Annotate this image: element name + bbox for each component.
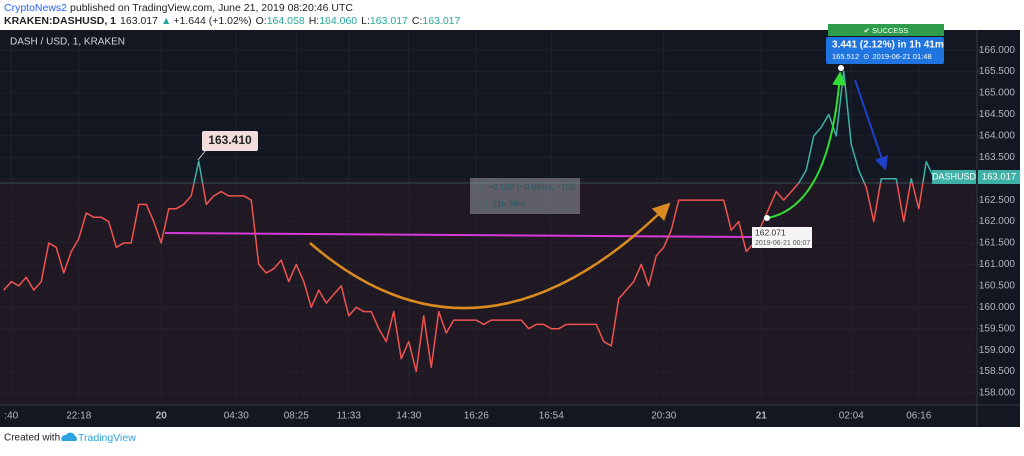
- status-box: [828, 24, 944, 36]
- chart-background: [0, 30, 1020, 427]
- y-tick-label: 162.500: [979, 195, 1016, 206]
- published: published on TradingView.com, June 21, 2…: [70, 2, 353, 14]
- peak-label: 163.410: [208, 133, 252, 147]
- end-time: 2019-06-21 01:48: [872, 52, 931, 61]
- gain: 3.441 (2.12%) in 1h 41m: [832, 40, 944, 51]
- y-tick-label: 158.000: [979, 388, 1016, 399]
- peak-box: [202, 131, 258, 151]
- y-tick-label: 160.500: [979, 280, 1016, 291]
- rise-arrow: [767, 71, 847, 219]
- x-tick-label: 16:54: [539, 411, 564, 422]
- ohlc-label: C:: [412, 15, 423, 27]
- y-tick-label: 166.000: [979, 45, 1016, 56]
- x-tick-label: 06:16: [906, 411, 931, 422]
- measure-box: [470, 178, 580, 214]
- x-tick-label: 22:18: [66, 411, 91, 422]
- end-price: 165.512: [832, 52, 859, 61]
- start-price: 162.071: [755, 227, 786, 237]
- x-tick-label: :40: [4, 411, 18, 422]
- change: +1.644 (+1.02%): [173, 15, 251, 27]
- end-icon: ⊙: [863, 52, 869, 61]
- x-tick-label: 04:30: [224, 411, 249, 422]
- ohlc: O:164.058 H:164.060 L:163.017 C:163.017: [256, 15, 461, 27]
- last: 163.017: [120, 15, 158, 27]
- arrow: ▲: [161, 15, 171, 27]
- start-box: [752, 227, 812, 248]
- drop-arrow: [854, 79, 889, 171]
- y-tick-label: 161.500: [979, 238, 1016, 249]
- peak-pointer: [197, 149, 207, 161]
- status: ✔ SUCCESS: [864, 26, 909, 35]
- start-dot: [764, 215, 770, 221]
- trend-line: [164, 232, 753, 238]
- x-tick-label: 20:30: [651, 411, 676, 422]
- ohlc-value: 164.058: [267, 15, 305, 27]
- y-tick-label: 165.500: [979, 66, 1016, 77]
- end-info: 165.512 ⊙ 2019-06-21 01:48: [832, 52, 932, 61]
- y-tick-label: 159.000: [979, 345, 1016, 356]
- symbol-line: KRAKEN:DASHUSD, 1 163.017 ▲ +1.644 (+1.02%)…: [4, 15, 461, 27]
- header-line: CryptoNews2 published on TradingView.com,…: [4, 2, 353, 14]
- series-label-box: [932, 170, 976, 184]
- end-dot: [838, 65, 844, 71]
- x-tick-label: 14:30: [396, 411, 421, 422]
- symbol: KRAKEN:DASHUSD, 1: [4, 15, 116, 27]
- start-time: 2019-06-21 00:07: [755, 240, 810, 247]
- y-tick-label: 160.000: [979, 302, 1016, 313]
- x-tick-label: 08:25: [284, 411, 309, 422]
- y-tick-label: 161.000: [979, 259, 1016, 270]
- price-label-box: [978, 170, 1020, 184]
- price-line: [3, 70, 935, 373]
- ohlc-label: L:: [361, 15, 370, 27]
- price-label: 163.017: [982, 172, 1016, 183]
- ohlc-label: O:: [256, 15, 267, 27]
- x-tick-label: 02:04: [839, 411, 864, 422]
- y-tick-label: 158.500: [979, 366, 1016, 377]
- x-tick-label: 16:26: [464, 411, 489, 422]
- measure-icon: (↔): [476, 201, 488, 208]
- measure-icon: ⌶: [478, 182, 483, 191]
- y-tick-label: 165.000: [979, 88, 1016, 99]
- footer-brand[interactable]: TradingView: [78, 432, 136, 444]
- y-tick-label: 159.500: [979, 323, 1016, 334]
- chart-title: DASH / USD, 1, KRAKEN: [10, 37, 125, 48]
- area-tint: [0, 180, 975, 405]
- measure-time: 21h 38m: [492, 198, 525, 208]
- curve-arrow: [309, 202, 671, 310]
- ohlc-value: 164.060: [319, 15, 357, 27]
- axes: 158.000 158.500 159.000 159.500 160.000 160.5…: [4, 45, 1015, 422]
- x-tick-label: 21: [756, 411, 768, 422]
- x-tick-label: 11:33: [337, 411, 362, 422]
- x-tick-label: 20: [156, 411, 168, 422]
- footer-created: Created with: [4, 433, 60, 444]
- author[interactable]: CryptoNews2: [4, 2, 67, 14]
- y-tick-label: 164.500: [979, 109, 1016, 120]
- ohlc-value: 163.017: [422, 15, 460, 27]
- y-tick-label: 164.000: [979, 130, 1016, 141]
- ohlc-label: H:: [309, 15, 320, 27]
- y-tick-label: 163.500: [979, 152, 1016, 163]
- brand-logo: [61, 432, 77, 441]
- measure-change: −0.102 (−0.06%), −102: [488, 181, 575, 191]
- ohlc-value: 163.017: [370, 15, 408, 27]
- y-tick-label: 162.000: [979, 216, 1016, 227]
- gain-box: [826, 37, 944, 64]
- series-label: DASHUSD: [932, 171, 977, 181]
